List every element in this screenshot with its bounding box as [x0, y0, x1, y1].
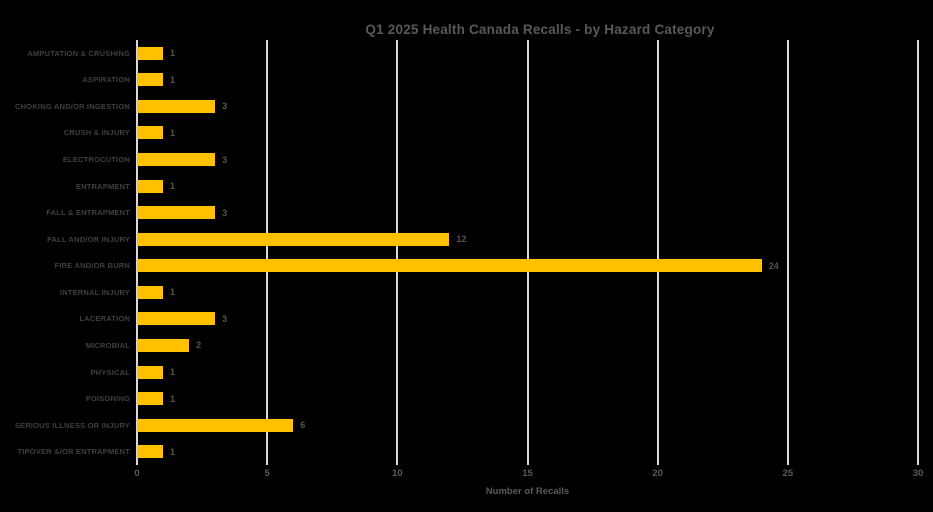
gridline-10 — [396, 40, 399, 465]
category-label: ENTRAPMENT — [75, 181, 130, 191]
gridline-5 — [266, 40, 269, 465]
bar-row: 1 — [137, 385, 918, 412]
bar-row: 1 — [137, 67, 918, 94]
bar-poisoning — [137, 392, 164, 406]
bar-row: 1 — [137, 438, 918, 465]
category-label: PHYSICAL — [90, 367, 130, 377]
x-tick-label-20: 20 — [652, 468, 663, 479]
bar-row: 3 — [137, 199, 918, 226]
x-tick-label-10: 10 — [392, 468, 403, 479]
bar-fall-entrapment — [137, 206, 216, 220]
bar-physical — [137, 365, 164, 379]
bar-row: 24 — [137, 253, 918, 280]
bar-value-label: 24 — [768, 260, 779, 271]
bar-tipover-or-entrapment — [137, 445, 164, 459]
bar-crush-injury — [137, 126, 164, 140]
category-label: INTERNAL INJURY — [59, 287, 130, 297]
bar-value-label: 3 — [222, 313, 228, 324]
gridline-15 — [526, 40, 529, 465]
gridline-25 — [786, 40, 789, 465]
bar-value-label: 2 — [196, 340, 202, 351]
x-tick-label-15: 15 — [522, 468, 533, 479]
bar-value-label: 1 — [170, 48, 176, 59]
bar-row: 1 — [137, 120, 918, 147]
category-label: CHOKING AND/OR INGESTION — [15, 101, 130, 111]
bar-value-label: 1 — [170, 127, 176, 138]
bar-internal-injury — [137, 285, 164, 299]
bar-value-label: 1 — [170, 287, 176, 298]
bar-value-label: 3 — [222, 154, 228, 165]
bar-value-label: 1 — [170, 393, 176, 404]
category-label: ASPIRATION — [82, 75, 130, 85]
bar-row: 1 — [137, 40, 918, 67]
bar-row: 1 — [137, 173, 918, 200]
bar-fire-and-or-burn — [137, 259, 762, 273]
x-tick-label-5: 5 — [264, 468, 270, 479]
bar-row: 6 — [137, 412, 918, 439]
category-label: AMPUTATION & CRUSHING — [27, 48, 130, 58]
bar-aspiration — [137, 73, 164, 87]
gridline-20 — [656, 40, 659, 465]
x-tick-label-30: 30 — [912, 468, 924, 479]
y-axis-category-labels: AMPUTATION & CRUSHING ASPIRATION CHOKING A… — [0, 40, 130, 465]
bar-laceration — [137, 312, 216, 326]
bar-row: 1 — [137, 279, 918, 306]
category-label: POISONING — [85, 394, 130, 404]
bars-layer: 1 1 3 1 3 1 3 12 24 1 3 2 1 1 6 1 — [137, 40, 918, 465]
x-tick-label-0: 0 — [134, 468, 140, 479]
category-label: TIPOVER &/OR ENTRAPMENT — [17, 447, 130, 457]
bar-value-label: 1 — [170, 181, 176, 192]
category-label: FALL & ENTRAPMENT — [46, 208, 130, 218]
plot-area: 1 1 3 1 3 1 3 12 24 1 3 2 1 1 6 1 — [136, 40, 919, 465]
x-axis-tick-labels: 0 5 10 15 20 25 30 — [134, 468, 923, 482]
bar-amputation-crushing — [137, 46, 164, 60]
gridline-30 — [917, 40, 919, 465]
bar-value-label: 3 — [222, 207, 228, 218]
bar-row: 3 — [137, 306, 918, 333]
bar-row: 1 — [137, 359, 918, 386]
bar-choking-and-or-ingestion — [137, 99, 216, 113]
bar-value-label: 1 — [170, 74, 176, 85]
x-axis-title: Number of Recalls — [485, 486, 570, 497]
category-label: ELECTROCUTION — [62, 155, 130, 165]
bar-row: 3 — [137, 146, 918, 173]
bar-serious-illness-or-injury — [137, 418, 294, 432]
bar-fall-and-or-injury — [137, 232, 450, 246]
category-label: CRUSH & INJURY — [63, 128, 130, 138]
x-tick-label-25: 25 — [782, 468, 794, 479]
bar-value-label: 1 — [170, 446, 176, 457]
bar-value-label: 3 — [222, 101, 228, 112]
bar-electrocution — [137, 153, 216, 167]
category-label: LACERATION — [79, 314, 130, 324]
bar-row: 3 — [137, 93, 918, 120]
category-label: FIRE AND/OR BURN — [54, 261, 130, 271]
category-label: FALL AND/OR INJURY — [47, 234, 130, 244]
bar-row: 12 — [137, 226, 918, 253]
bar-microbial — [137, 338, 190, 352]
bar-row: 2 — [137, 332, 918, 359]
bar-entrapment — [137, 179, 164, 193]
bar-value-label: 12 — [456, 234, 467, 245]
category-label: SERIOUS ILLNESS OR INJURY — [14, 420, 130, 430]
bar-value-label: 6 — [300, 420, 306, 431]
bar-value-label: 1 — [170, 367, 176, 378]
chart-title: Q1 2025 Health Canada Recalls - by Hazar… — [365, 22, 715, 37]
gridline-0 — [136, 40, 138, 465]
category-label: MICROBIAL — [85, 340, 130, 350]
